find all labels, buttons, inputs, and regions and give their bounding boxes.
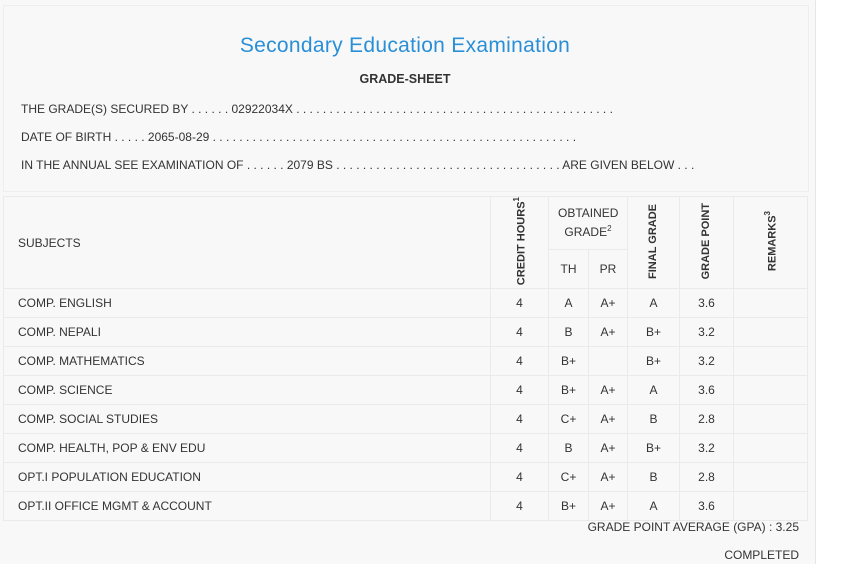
credit-hours-cell: 4 [490,346,549,377]
remarks-cell [733,462,808,493]
header-grade-point: GRADE POINT [679,195,734,290]
theory-grade-cell: B [548,317,589,348]
theory-grade-cell: B [548,433,589,464]
header-pr: PR [588,248,628,290]
grade-point-cell: 3.2 [679,317,734,348]
final-grade-cell: B+ [627,317,680,348]
table-row: COMP. SCIENCE 4 B+ A+ A 3.6 [3,375,808,406]
header-th: TH [548,248,589,290]
subject-cell: OPT.I POPULATION EDUCATION [3,462,491,493]
final-grade-cell: A [627,375,680,406]
practical-grade-cell: A+ [588,462,628,493]
grade-rows: COMP. ENGLISH 4 A A+ A 3.6 COMP. NEPALI 4 B A+ B+ 3… [3,288,808,522]
credit-hours-cell: 4 [490,491,549,522]
status-completed: COMPLETED [724,548,799,562]
final-grade-cell: B [627,462,680,493]
final-grade-cell: A [627,491,680,522]
practical-grade-cell [588,346,628,377]
subject-cell: COMP. MATHEMATICS [3,346,491,377]
table-row: COMP. MATHEMATICS 4 B+ B+ 3.2 [3,346,808,377]
remarks-cell [733,404,808,435]
credit-hours-cell: 4 [490,462,549,493]
theory-grade-cell: A [548,288,589,319]
theory-grade-cell: B+ [548,491,589,522]
table-row: COMP. SOCIAL STUDIES 4 C+ A+ B 2.8 [3,404,808,435]
practical-grade-cell: A+ [588,491,628,522]
sheet-title: GRADE-SHEET [359,72,451,86]
table-row: OPT.II OFFICE MGMT & ACCOUNT 4 B+ A+ A 3.6 [3,491,808,522]
grade-point-cell: 3.6 [679,491,734,522]
grade-point-cell: 2.8 [679,404,734,435]
subject-cell: COMP. ENGLISH [3,288,491,319]
subject-cell: COMP. SOCIAL STUDIES [3,404,491,435]
practical-grade-cell: A+ [588,404,628,435]
credit-hours-cell: 4 [490,317,549,348]
table-row: COMP. ENGLISH 4 A A+ A 3.6 [3,288,808,319]
gpa-line: GRADE POINT AVERAGE (GPA) : 3.25 [587,520,799,534]
header-obtained-grade: OBTAINED GRADE2 [548,196,628,250]
header-final-grade: FINAL GRADE [627,195,680,290]
grade-point-cell: 2.8 [679,462,734,493]
grade-point-cell: 3.6 [679,288,734,319]
theory-grade-cell: B+ [548,346,589,377]
table-row: COMP. NEPALI 4 B A+ B+ 3.2 [3,317,808,348]
header-box [3,5,809,192]
remarks-cell [733,375,808,406]
grade-point-cell: 3.2 [679,346,734,377]
subject-cell: COMP. HEALTH, POP & ENV EDU [3,433,491,464]
final-grade-cell: A [627,288,680,319]
subject-cell: COMP. SCIENCE [3,375,491,406]
credit-hours-cell: 4 [490,375,549,406]
table-row: COMP. HEALTH, POP & ENV EDU 4 B A+ B+ 3.2 [3,433,808,464]
subject-cell: COMP. NEPALI [3,317,491,348]
practical-grade-cell: A+ [588,433,628,464]
remarks-cell [733,491,808,522]
credit-hours-cell: 4 [490,288,549,319]
theory-grade-cell: C+ [548,404,589,435]
credit-hours-cell: 4 [490,433,549,464]
theory-grade-cell: B+ [548,375,589,406]
practical-grade-cell: A+ [588,288,628,319]
practical-grade-cell: A+ [588,317,628,348]
subject-cell: OPT.II OFFICE MGMT & ACCOUNT [3,491,491,522]
header-remarks: REMARKS3 [733,195,808,290]
grade-point-cell: 3.6 [679,375,734,406]
remarks-cell [733,346,808,377]
final-grade-cell: B [627,404,680,435]
table-row: OPT.I POPULATION EDUCATION 4 C+ A+ B 2.8 [3,462,808,493]
grades-table: SUBJECTS CREDIT HOURS1 OBTAINED GRADE2 F… [3,195,808,522]
dob-line: DATE OF BIRTH . . . . . 2065-08-29 . . .… [21,130,577,144]
header-credit-hours: CREDIT HOURS1 [490,195,549,290]
annual-exam-line: IN THE ANNUAL SEE EXAMINATION OF . . . .… [21,158,695,172]
exam-title: Secondary Education Examination [239,34,571,57]
grade-point-cell: 3.2 [679,433,734,464]
final-grade-cell: B+ [627,346,680,377]
credit-hours-cell: 4 [490,404,549,435]
theory-grade-cell: C+ [548,462,589,493]
secured-by-line: THE GRADE(S) SECURED BY . . . . . . 0292… [21,102,613,116]
final-grade-cell: B+ [627,433,680,464]
remarks-cell [733,317,808,348]
remarks-cell [733,433,808,464]
header-subjects: SUBJECTS [3,195,491,290]
grade-sheet: Secondary Education Examination GRADE-SH… [3,0,816,564]
practical-grade-cell: A+ [588,375,628,406]
remarks-cell [733,288,808,319]
